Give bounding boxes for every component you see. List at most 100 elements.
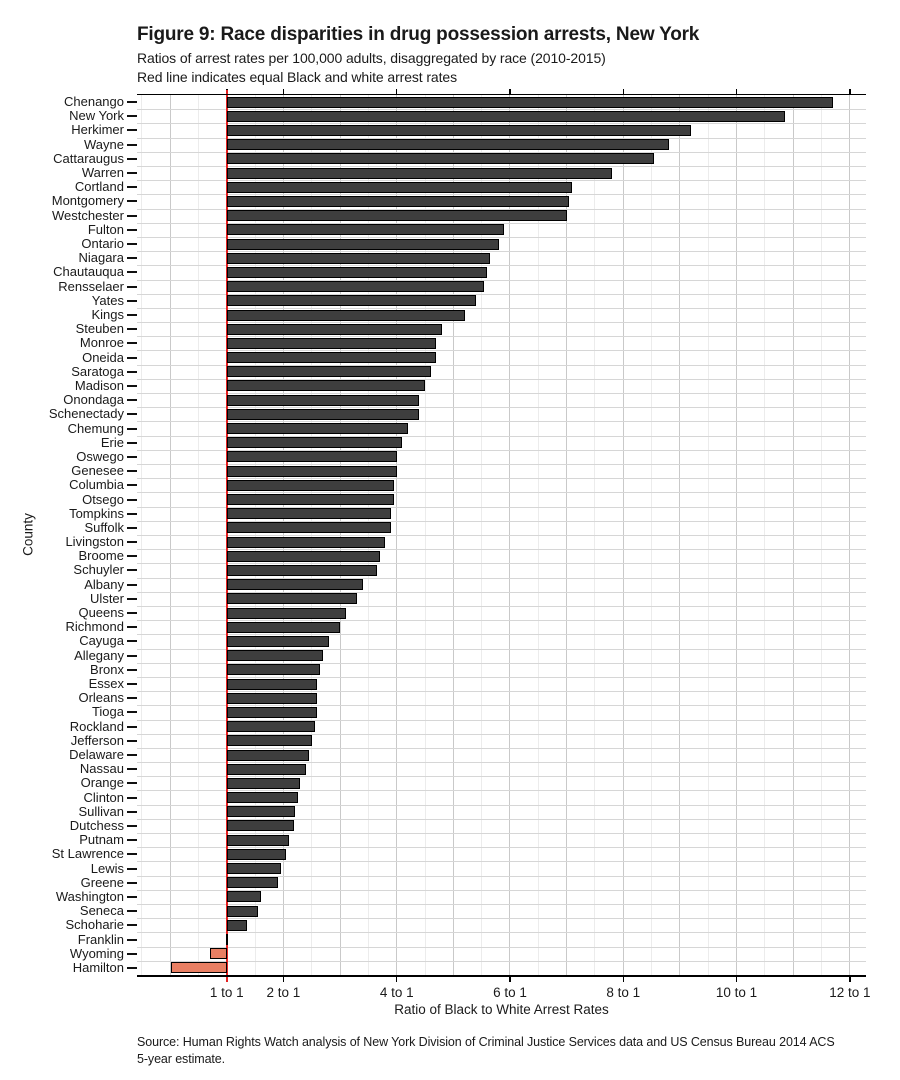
county-tick bbox=[127, 200, 137, 203]
bar-montgomery bbox=[226, 195, 570, 207]
row-gridline bbox=[137, 563, 866, 565]
county-label: Onondaga bbox=[63, 392, 124, 408]
county-label: Kings bbox=[91, 307, 124, 322]
county-label: Madison bbox=[74, 377, 124, 393]
row-gridline bbox=[137, 662, 866, 664]
row-gridline bbox=[137, 776, 866, 778]
row-gridline bbox=[137, 364, 866, 366]
county-tick bbox=[127, 498, 137, 501]
row-gridline bbox=[137, 960, 866, 962]
county-tick bbox=[127, 186, 137, 189]
x-axis-title: Ratio of Black to White Arrest Rates bbox=[394, 1002, 609, 1017]
bar-tompkins bbox=[226, 508, 392, 520]
row-gridline bbox=[137, 847, 866, 849]
bar-otsego bbox=[226, 494, 394, 506]
row-gridline bbox=[137, 875, 866, 877]
county-tick bbox=[127, 924, 137, 927]
row-gridline bbox=[137, 620, 866, 622]
row-gridline bbox=[137, 634, 866, 636]
county-label: Suffolk bbox=[84, 519, 124, 535]
county-label: Franklin bbox=[77, 931, 124, 947]
row-gridline bbox=[137, 833, 866, 835]
county-tick bbox=[127, 271, 137, 274]
row-gridline bbox=[137, 861, 866, 863]
x-tick-top bbox=[622, 89, 625, 94]
row-gridline bbox=[137, 790, 866, 792]
county-label: Greene bbox=[80, 874, 124, 890]
county-label: Cayuga bbox=[79, 633, 124, 649]
county-label: Saratoga bbox=[71, 363, 124, 379]
bar-delaware bbox=[226, 749, 309, 761]
county-tick bbox=[127, 768, 137, 771]
bar-oneida bbox=[226, 352, 437, 364]
county-label: Broome bbox=[78, 548, 124, 564]
bar-niagara bbox=[226, 252, 491, 264]
county-label: Monroe bbox=[79, 335, 124, 351]
county-tick bbox=[127, 399, 137, 402]
county-label: Westchester bbox=[51, 207, 124, 223]
row-gridline bbox=[137, 194, 866, 196]
bar-suffolk bbox=[226, 522, 392, 534]
county-tick bbox=[127, 739, 137, 742]
bar-cayuga bbox=[226, 635, 329, 647]
county-tick bbox=[127, 157, 137, 160]
row-gridline bbox=[137, 506, 866, 508]
county-tick bbox=[127, 115, 137, 118]
row-gridline bbox=[137, 322, 866, 324]
row-gridline bbox=[137, 180, 866, 182]
county-tick bbox=[127, 370, 137, 373]
bar-schoharie bbox=[226, 919, 247, 931]
county-tick bbox=[127, 285, 137, 288]
county-tick bbox=[127, 455, 137, 458]
bar-new-york bbox=[226, 110, 785, 122]
chart-subtitle: Ratios of arrest rates per 100,000 adult… bbox=[137, 50, 606, 66]
county-tick bbox=[127, 526, 137, 529]
county-label: Lewis bbox=[90, 860, 124, 876]
source-line-2: 5-year estimate. bbox=[137, 1052, 226, 1066]
county-tick bbox=[127, 257, 137, 260]
row-gridline bbox=[137, 449, 866, 451]
county-label: Tioga bbox=[91, 704, 124, 720]
county-label: Cattaraugus bbox=[53, 150, 124, 166]
county-tick bbox=[127, 413, 137, 416]
row-gridline bbox=[137, 932, 866, 934]
county-tick bbox=[127, 101, 137, 104]
bar-genesee bbox=[226, 465, 397, 477]
row-gridline bbox=[137, 549, 866, 551]
county-tick bbox=[127, 966, 137, 969]
county-tick bbox=[127, 569, 137, 572]
county-label: Tompkins bbox=[69, 505, 124, 521]
county-tick bbox=[127, 427, 137, 430]
county-label: Montgomery bbox=[51, 193, 124, 209]
bar-chenango bbox=[226, 96, 833, 108]
county-label: St Lawrence bbox=[51, 846, 124, 862]
bar-tioga bbox=[226, 706, 318, 718]
county-tick bbox=[127, 810, 137, 813]
bar-livingston bbox=[226, 536, 386, 548]
bar-greene bbox=[226, 877, 278, 889]
county-tick bbox=[127, 299, 137, 302]
bar-cortland bbox=[226, 181, 573, 193]
bar-oswego bbox=[226, 451, 397, 463]
bar-rensselaer bbox=[226, 281, 485, 293]
row-gridline bbox=[137, 520, 866, 522]
bar-rockland bbox=[226, 721, 315, 733]
county-label: Ontario bbox=[81, 236, 124, 252]
bar-st-lawrence bbox=[226, 848, 287, 860]
county-label: Washington bbox=[55, 888, 124, 904]
row-gridline bbox=[137, 478, 866, 480]
county-tick bbox=[127, 512, 137, 515]
row-gridline bbox=[137, 733, 866, 735]
bar-schenectady bbox=[226, 408, 420, 420]
x-tick-top bbox=[509, 89, 511, 94]
county-tick bbox=[127, 796, 137, 799]
county-label: Warren bbox=[81, 165, 124, 181]
row-gridline bbox=[137, 904, 866, 906]
bar-ontario bbox=[226, 238, 499, 250]
county-label: New York bbox=[69, 108, 124, 124]
x-tick-top bbox=[849, 89, 851, 94]
county-tick bbox=[127, 910, 137, 913]
row-gridline bbox=[137, 946, 866, 948]
bar-orange bbox=[226, 777, 301, 789]
